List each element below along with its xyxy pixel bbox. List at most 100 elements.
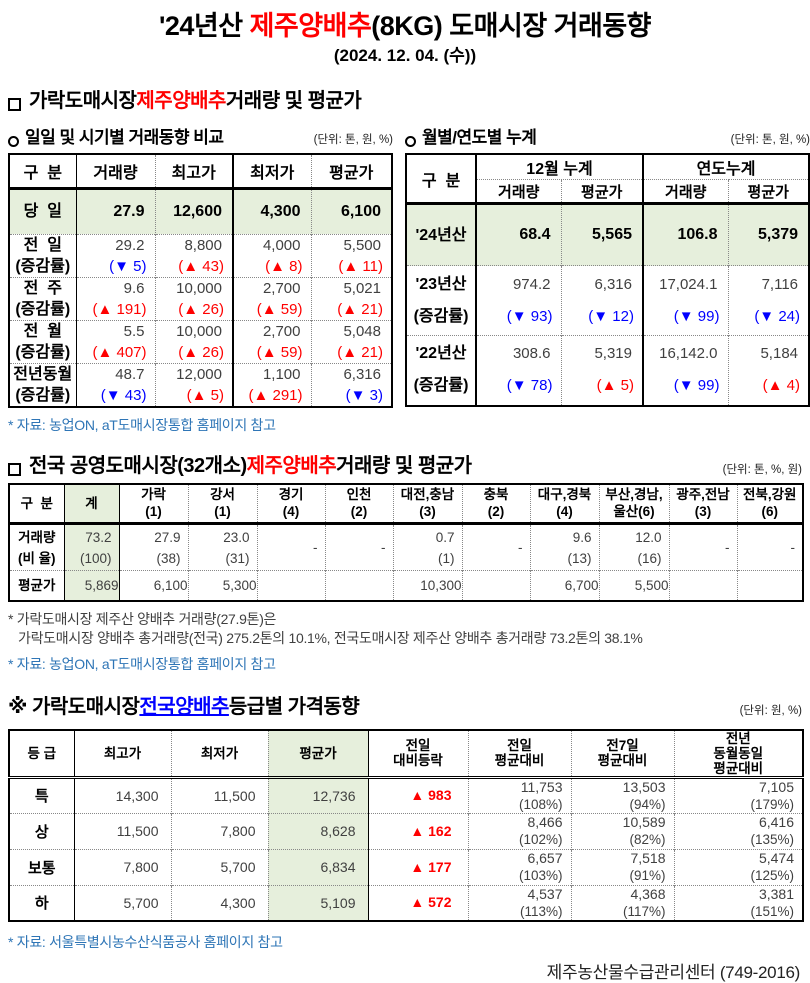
row-label-cell: 전 주 (증감률) <box>9 276 77 320</box>
col-header: 충북 (2) <box>462 483 531 525</box>
cell: 7,105 (179%) <box>674 776 803 813</box>
table-row-today: 당 일 27.9 12,600 4,300 6,100 <box>9 188 392 234</box>
title-post: (8KG) 도매시장 거래동향 <box>371 11 652 41</box>
row-label-cell: 전 일 (증감률) <box>9 233 77 277</box>
col-header: 거래량 <box>76 154 156 190</box>
cell: 8,628 <box>268 812 369 849</box>
cell: 68.4 <box>476 203 562 266</box>
col-header: 거래량 <box>476 179 562 205</box>
col-header: 광주,전남 (3) <box>669 483 738 525</box>
section2-heading: 전국 공영도매시장(32개소) 제주양배추 거래량 및 평균가 (단위: 톤, … <box>8 449 802 478</box>
grade-price-table: 등 급 최고가 최저가 평균가 전일 대비등락 전일 평균대비 전7일 평균대비… <box>8 728 804 922</box>
source-note: * 자료: 농업ON, aT도매시장통합 홈페이지 참고 <box>8 416 276 433</box>
cell: 12.0 (16) <box>599 523 670 571</box>
cell: 6,700 <box>530 570 600 601</box>
cell: 5,109 <box>268 884 369 921</box>
row-sublabel: (증감률) <box>15 257 71 275</box>
grade-label: 특 <box>9 776 75 813</box>
cell: 29.2 (▼ 5) <box>76 233 156 277</box>
cell: 6,657 (103%) <box>468 848 572 885</box>
cell: - <box>669 523 738 571</box>
cell: 27.9 (38) <box>119 523 189 571</box>
table-row: 전 주 (증감률) 9.6 (▲ 191) 10,000 (▲ 26) 2,700 (▲… <box>9 276 392 320</box>
cell: 10,589 (82%) <box>571 812 675 849</box>
cell: 14,300 <box>74 776 172 813</box>
section2-heading-post: 거래량 및 평균가 <box>336 454 472 477</box>
row-label-cell: '23년산 (증감률) <box>406 265 477 336</box>
section1-heading-pre: 가락도매시장 <box>29 90 137 112</box>
table-row: 상 11,500 7,800 8,628 ▲ 162 8,466 (102%) 1… <box>9 812 803 849</box>
col-header: 가락 (1) <box>119 483 189 525</box>
cell <box>669 570 738 601</box>
col-header: 최고가 <box>155 154 234 190</box>
col-header: 구 분 <box>9 154 77 190</box>
cell: 10,000 (▲ 26) <box>155 276 234 320</box>
col-header: 경기 (4) <box>257 483 326 525</box>
row-sublabel: (증감률) <box>15 300 71 318</box>
col-header: 계 <box>64 483 120 525</box>
table-subheader-row: 거래량 평균가 거래량 평균가 <box>406 179 810 205</box>
table-row: 하 5,700 4,300 5,109 ▲ 572 4,537 (113%) 4,… <box>9 884 803 921</box>
cell: 2,700 (▲ 59) <box>233 319 312 363</box>
cell: 5,379 <box>728 203 810 266</box>
cell: 5,048 (▲ 21) <box>311 319 392 363</box>
row-sublabel: (증감률) <box>15 386 71 404</box>
cell: 12,600 <box>155 188 234 234</box>
cell: 13,503 (94%) <box>571 776 675 813</box>
grade-label: 상 <box>9 812 75 849</box>
table-header-row: 구 분 계 가락 (1) 강서 (1) 경기 (4) 인천 (2) 대전,충남 (3) 충… <box>9 483 803 525</box>
row-label-cell: 거래량 (비 율) <box>9 523 65 571</box>
col-header: 평균가 <box>268 729 369 779</box>
row-label-cell: 전년동월 (증감률) <box>9 362 77 407</box>
cell: 5,700 <box>74 884 172 921</box>
cell: 11,753 (108%) <box>468 776 572 813</box>
group-header: 12월 누계 <box>476 154 644 180</box>
table-row: 전 월 (증감률) 5.5 (▲ 407) 10,000 (▲ 26) 2,700 (▲… <box>9 319 392 363</box>
section1-heading: 가락도매시장 제주양배추 거래량 및 평균가 <box>8 84 802 113</box>
monthly-yearly-cumulative-table: 구 분 12월 누계 연도누계 거래량 평균가 거래량 평균가 '24년산 68… <box>405 153 810 407</box>
row-label: '22년산 <box>415 345 467 363</box>
source-note: * 자료: 서울특별시농수산식품공사 홈페이지 참고 <box>8 934 283 950</box>
row-label: 전 주 <box>23 279 62 297</box>
title-highlight: 제주양배추 <box>249 11 372 41</box>
cell: 8,800 (▲ 43) <box>155 233 234 277</box>
cumulative-block: 월별/연도별 누계 (단위: 톤, 원, %) 구 분 12월 누계 연도누계 … <box>405 123 810 435</box>
col-header: 평균가 <box>311 154 392 190</box>
col-header: 전북,강원 (6) <box>737 483 803 525</box>
col-header: 전일 평균대비 <box>468 729 572 779</box>
square-bullet-icon <box>8 462 21 476</box>
source-note: * 자료: 농업ON, aT도매시장통합 홈페이지 참고 <box>8 655 276 672</box>
col-header: 대구,경북 (4) <box>530 483 600 525</box>
cell <box>462 570 531 601</box>
cell: 6,416 (135%) <box>674 812 803 849</box>
table-row: 보통 7,800 5,700 6,834 ▲ 177 6,657 (103%) 7… <box>9 848 803 885</box>
cell: 4,000 (▲ 8) <box>233 233 312 277</box>
col-header: 강서 (1) <box>188 483 258 525</box>
cell: 12,000 (▲ 5) <box>155 362 234 407</box>
cell: 9.6 (13) <box>530 523 600 571</box>
cell: 106.8 <box>643 203 729 266</box>
cell: 6,834 <box>268 848 369 885</box>
nationwide-cabbage-link[interactable]: 전국양배추 <box>139 695 229 718</box>
section1-heading-highlight: 제주양배추 <box>136 90 226 112</box>
row-label: '24년산 <box>406 203 477 266</box>
cell: 10,000 (▲ 26) <box>155 319 234 363</box>
table-row-volume: 거래량 (비 율) 73.2 (100) 27.9 (38) 23.0 (31) - -… <box>9 523 803 571</box>
unit-label: (단위: 원, %) <box>739 704 802 717</box>
table-row: 특 14,300 11,500 12,736 ▲ 983 11,753 (108%… <box>9 776 803 813</box>
cell: 4,300 <box>171 884 269 921</box>
cell: - <box>462 523 531 571</box>
cell: 2,700 (▲ 59) <box>233 276 312 320</box>
row-sublabel: (증감률) <box>15 343 71 361</box>
table-row: '22년산 (증감률) 308.6 (▼ 78) 5,319 (▲ 5) 16,142… <box>406 335 810 406</box>
col-header: 부산,경남, 울산(6) <box>599 483 670 525</box>
cell: 5,500 <box>599 570 670 601</box>
cell: 17,024.1 (▼ 99) <box>643 265 729 336</box>
section3-heading-pre: ※ 가락도매시장 <box>8 695 140 718</box>
col-header: 등 급 <box>9 729 75 779</box>
table-row: 전 일 (증감률) 29.2 (▼ 5) 8,800 (▲ 43) 4,000 (▲ 8… <box>9 233 392 277</box>
cell: 974.2 (▼ 93) <box>476 265 562 336</box>
cell: ▲ 983 <box>368 776 469 813</box>
cell: 4,537 (113%) <box>468 884 572 921</box>
table-header-row: 등 급 최고가 최저가 평균가 전일 대비등락 전일 평균대비 전7일 평균대비… <box>9 729 803 779</box>
